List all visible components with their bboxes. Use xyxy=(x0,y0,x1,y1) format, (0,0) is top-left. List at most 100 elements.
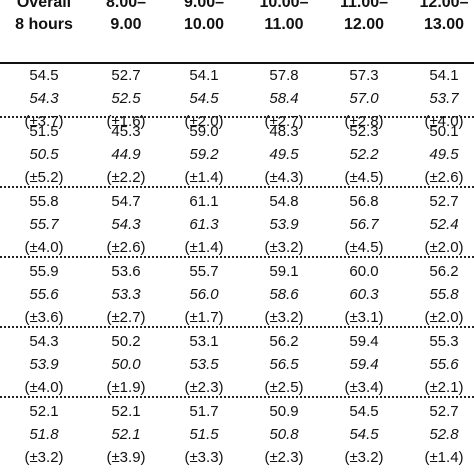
cell-value: 54.3 xyxy=(29,333,59,350)
table-cell: 50.9 50.8 (±2.3) xyxy=(246,402,322,468)
cell-value-italic: 49.5 xyxy=(269,146,299,163)
header-line-2: 13.00 xyxy=(423,16,465,33)
header-line-2: 12.00 xyxy=(343,16,385,33)
cell-value-italic: 55.7 xyxy=(29,216,59,233)
column-header: 11.00– 12.00 xyxy=(326,0,402,36)
cell-value-italic: 52.8 xyxy=(429,426,459,443)
cell-std-dev: (±1.9) xyxy=(106,379,146,396)
cell-value: 54.1 xyxy=(189,67,219,84)
cell-value-italic: 54.3 xyxy=(111,216,141,233)
table-row: 51.5 50.5 (±5.2) 45.3 44.9 (±2.2) 59.0 59.2 (±1.… xyxy=(0,116,474,190)
cell-value-italic: 52.4 xyxy=(429,216,459,233)
table-header: Overall 8 hours 8.00– 9.00 9.00– 10.00 10.0… xyxy=(0,0,474,64)
table-row: 54.3 53.9 (±4.0) 50.2 50.0 (±1.9) 53.1 53.5 (±2.… xyxy=(0,326,474,400)
cell-value-italic: 51.8 xyxy=(29,426,59,443)
cell-value: 53.1 xyxy=(189,333,219,350)
table-cell: 55.8 55.7 (±4.0) xyxy=(6,192,82,258)
table-cell: 53.6 53.3 (±2.7) xyxy=(88,262,164,328)
cell-value-italic: 54.3 xyxy=(29,90,59,107)
cell-value-italic: 55.8 xyxy=(429,286,459,303)
cell-std-dev: (±3.9) xyxy=(106,449,146,466)
cell-value-italic: 59.2 xyxy=(189,146,219,163)
cell-std-dev: (±4.0) xyxy=(24,379,64,396)
cell-value: 52.7 xyxy=(111,67,141,84)
cell-value: 51.7 xyxy=(189,403,219,420)
cell-std-dev: (±3.2) xyxy=(264,309,304,326)
column-header: 8.00– 9.00 xyxy=(88,0,164,36)
table-cell: 52.3 52.2 (±4.5) xyxy=(326,122,402,188)
cell-value: 54.5 xyxy=(349,403,379,420)
cell-value-italic: 54.5 xyxy=(349,426,379,443)
table-cell: 54.3 53.9 (±4.0) xyxy=(6,332,82,398)
header-line-1: 9.00– xyxy=(183,0,225,11)
cell-std-dev: (±1.4) xyxy=(184,239,224,256)
cell-std-dev: (±3.6) xyxy=(24,309,64,326)
table-cell: 55.9 55.6 (±3.6) xyxy=(6,262,82,328)
header-line-2: 8 hours xyxy=(15,16,73,33)
table-cell: 50.1 49.5 (±2.6) xyxy=(406,122,474,188)
table-cell: 51.5 50.5 (±5.2) xyxy=(6,122,82,188)
cell-value: 51.5 xyxy=(29,123,59,140)
column-header: 12.00– 13.00 xyxy=(406,0,474,36)
cell-value-italic: 50.5 xyxy=(29,146,59,163)
column-header: 10.00– 11.00 xyxy=(246,0,322,36)
table-cell: 52.1 51.8 (±3.2) xyxy=(6,402,82,468)
cell-std-dev: (±2.6) xyxy=(424,169,464,186)
table-cell: 52.7 52.8 (±1.4) xyxy=(406,402,474,468)
cell-value-italic: 52.1 xyxy=(111,426,141,443)
cell-value-italic: 53.5 xyxy=(189,356,219,373)
cell-value: 54.7 xyxy=(111,193,141,210)
cell-value: 52.3 xyxy=(349,123,379,140)
cell-value: 50.9 xyxy=(269,403,299,420)
cell-std-dev: (±3.2) xyxy=(344,449,384,466)
table-cell: 53.1 53.5 (±2.3) xyxy=(166,332,242,398)
cell-value-italic: 53.7 xyxy=(429,90,459,107)
header-line-1: 8.00– xyxy=(105,0,147,11)
column-header: Overall 8 hours xyxy=(6,0,82,36)
cell-std-dev: (±2.3) xyxy=(184,379,224,396)
cell-value: 45.3 xyxy=(111,123,141,140)
cell-value-italic: 56.0 xyxy=(189,286,219,303)
table-cell: 52.1 52.1 (±3.9) xyxy=(88,402,164,468)
cell-std-dev: (±3.2) xyxy=(264,239,304,256)
table-cell: 56.2 56.5 (±2.5) xyxy=(246,332,322,398)
table-cell: 50.2 50.0 (±1.9) xyxy=(88,332,164,398)
header-line-1: 10.00– xyxy=(259,0,309,11)
cell-value-italic: 60.3 xyxy=(349,286,379,303)
cell-value: 59.1 xyxy=(269,263,299,280)
header-line-2: 10.00 xyxy=(183,16,225,33)
cell-value: 54.8 xyxy=(269,193,299,210)
cell-value: 57.8 xyxy=(269,67,299,84)
header-line-2: 9.00 xyxy=(110,16,142,33)
cell-value: 53.6 xyxy=(111,263,141,280)
cell-std-dev: (±2.7) xyxy=(106,309,146,326)
cell-std-dev: (±2.3) xyxy=(264,449,304,466)
cell-std-dev: (±2.5) xyxy=(264,379,304,396)
table-cell: 54.5 54.5 (±3.2) xyxy=(326,402,402,468)
cell-std-dev: (±3.1) xyxy=(344,309,384,326)
table-cell: 59.0 59.2 (±1.4) xyxy=(166,122,242,188)
cell-value: 50.1 xyxy=(429,123,459,140)
cell-std-dev: (±2.2) xyxy=(106,169,146,186)
table-cell: 60.0 60.3 (±3.1) xyxy=(326,262,402,328)
cell-std-dev: (±3.3) xyxy=(184,449,224,466)
cell-value: 54.1 xyxy=(429,67,459,84)
table-row: 52.1 51.8 (±3.2) 52.1 52.1 (±3.9) 51.7 51.5 (±3.… xyxy=(0,396,474,470)
cell-value: 59.4 xyxy=(349,333,379,350)
header-line-1: 12.00– xyxy=(419,0,469,11)
cell-value-italic: 53.3 xyxy=(111,286,141,303)
cell-std-dev: (±3.4) xyxy=(344,379,384,396)
cell-value-italic: 53.9 xyxy=(269,216,299,233)
cell-value: 56.8 xyxy=(349,193,379,210)
table-cell: 55.7 56.0 (±1.7) xyxy=(166,262,242,328)
cell-std-dev: (±1.7) xyxy=(184,309,224,326)
cell-std-dev: (±5.2) xyxy=(24,169,64,186)
cell-value: 59.0 xyxy=(189,123,219,140)
table-cell: 56.8 56.7 (±4.5) xyxy=(326,192,402,258)
cell-value: 50.2 xyxy=(111,333,141,350)
cell-std-dev: (±3.2) xyxy=(24,449,64,466)
cell-value: 48.3 xyxy=(269,123,299,140)
cell-value: 55.7 xyxy=(189,263,219,280)
cell-value-italic: 55.6 xyxy=(429,356,459,373)
cell-value-italic: 61.3 xyxy=(189,216,219,233)
